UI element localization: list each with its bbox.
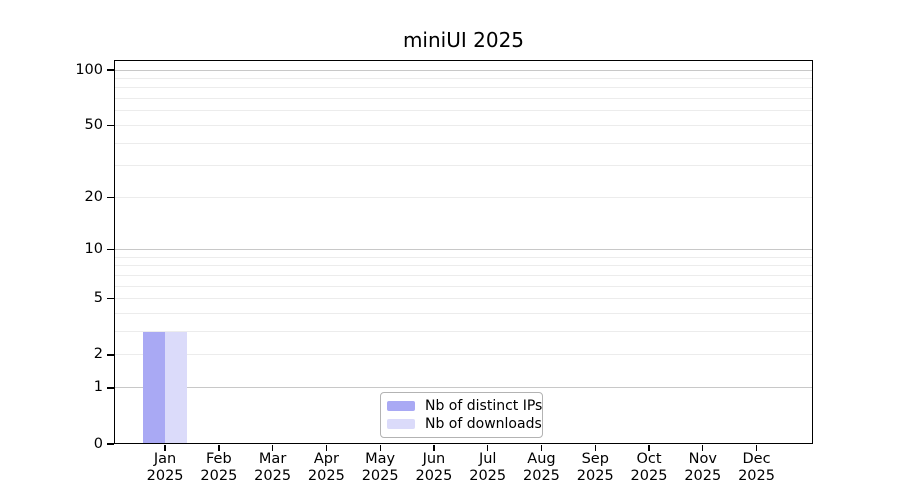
bar-downloads <box>165 331 188 444</box>
y-tick-label: 5 <box>93 290 103 307</box>
y-gridline-minor <box>115 354 812 356</box>
y-tick <box>107 124 114 127</box>
y-gridline-minor <box>115 142 812 144</box>
y-gridline-minor <box>115 165 812 167</box>
x-tick <box>540 444 543 451</box>
x-tick-label: Apr 2025 <box>307 451 345 484</box>
y-tick <box>107 298 114 300</box>
x-tick <box>702 444 704 451</box>
x-tick-label: Jun 2025 <box>415 451 453 484</box>
y-gridline-minor <box>115 196 812 198</box>
y-tick-label: 100 <box>75 61 103 78</box>
y-tick <box>107 387 114 389</box>
x-tick-label: Sep 2025 <box>576 451 614 484</box>
x-tick <box>433 444 435 451</box>
x-tick <box>594 444 596 451</box>
y-gridline-decade <box>115 387 812 389</box>
legend-item-distinct-ips: Nb of distinct IPs <box>387 398 542 414</box>
legend-label-downloads: Nb of downloads <box>425 416 542 433</box>
y-gridline-minor <box>115 313 812 315</box>
y-gridline-decade <box>115 69 812 71</box>
y-tick-label: 2 <box>93 346 103 363</box>
y-tick-label: 10 <box>84 241 103 258</box>
y-gridline-minor <box>115 285 812 287</box>
x-tick-label: May 2025 <box>361 451 399 484</box>
y-tick <box>107 69 114 71</box>
y-gridline-minor <box>115 98 812 100</box>
y-gridline-minor <box>115 87 812 89</box>
x-tick <box>755 444 758 451</box>
y-tick <box>107 249 114 251</box>
x-tick-label: Jul 2025 <box>469 451 507 484</box>
y-gridline-minor <box>115 110 812 112</box>
x-tick <box>648 444 650 451</box>
x-tick <box>379 444 381 451</box>
y-tick <box>107 196 114 198</box>
x-tick-label: Oct 2025 <box>630 451 668 484</box>
legend-item-downloads: Nb of downloads <box>387 416 542 432</box>
x-tick <box>487 444 489 451</box>
legend: Nb of distinct IPs Nb of downloads <box>380 392 543 438</box>
y-tick-label: 0 <box>93 435 103 452</box>
x-tick-label: Aug 2025 <box>523 451 560 484</box>
x-tick-label: Dec 2025 <box>738 451 775 484</box>
x-tick <box>325 444 328 451</box>
y-gridline-minor <box>115 331 812 333</box>
y-tick-label: 20 <box>84 188 103 205</box>
x-tick-label: Feb 2025 <box>200 451 238 484</box>
y-tick <box>107 443 114 445</box>
y-gridline-minor <box>115 298 812 300</box>
legend-swatch-distinct-ips <box>387 400 415 411</box>
y-gridline-minor <box>115 274 812 276</box>
x-tick-label: Mar 2025 <box>254 451 292 484</box>
plot-border <box>114 60 813 444</box>
y-tick-label: 1 <box>93 379 103 396</box>
x-tick <box>272 444 274 451</box>
x-tick <box>164 444 166 451</box>
y-gridline-decade <box>115 249 812 251</box>
legend-label-distinct-ips: Nb of distinct IPs <box>425 397 543 414</box>
x-tick <box>218 444 220 451</box>
legend-swatch-downloads <box>387 419 415 430</box>
y-tick <box>107 354 114 356</box>
y-gridline-minor <box>115 256 812 258</box>
y-gridline-minor <box>115 124 812 126</box>
x-tick-label: Nov 2025 <box>684 451 722 484</box>
y-gridline-minor <box>115 77 812 79</box>
chart-title: miniUI 2025 <box>402 28 525 52</box>
bar-distinct-ips <box>143 331 166 444</box>
y-gridline-minor <box>115 265 812 267</box>
y-tick-label: 50 <box>84 116 103 133</box>
x-tick-label: Jan 2025 <box>146 451 184 484</box>
